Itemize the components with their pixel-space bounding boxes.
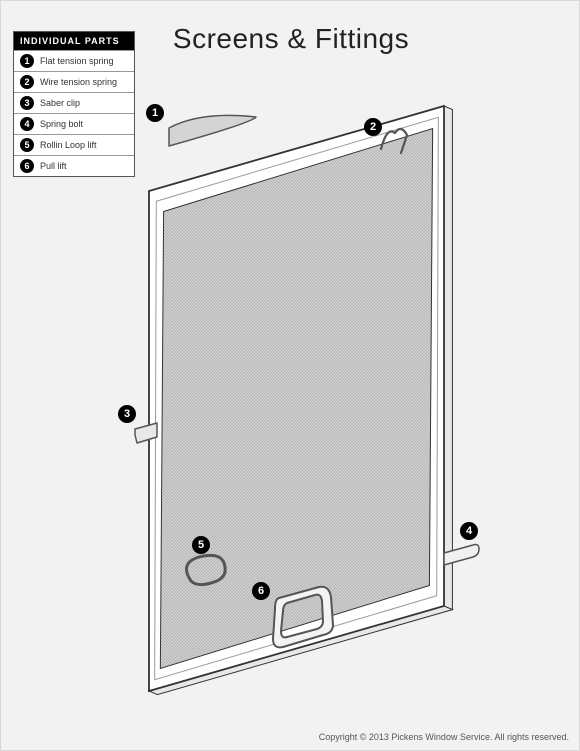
flat-tension-spring	[169, 115, 256, 146]
page-canvas: Screens & Fittings INDIVIDUAL PARTS 1Fla…	[0, 0, 580, 751]
screen-mesh	[160, 129, 432, 669]
callout-wire-tension-spring: 2	[364, 118, 382, 136]
copyright-footer: Copyright © 2013 Pickens Window Service.…	[319, 732, 569, 742]
callout-flat-tension-spring: 1	[146, 104, 164, 122]
callout-rollin-loop-lift: 5	[192, 536, 210, 554]
callout-pull-lift: 6	[252, 582, 270, 600]
screen-diagram	[1, 1, 580, 751]
callout-saber-clip: 3	[118, 405, 136, 423]
callout-spring-bolt: 4	[460, 522, 478, 540]
